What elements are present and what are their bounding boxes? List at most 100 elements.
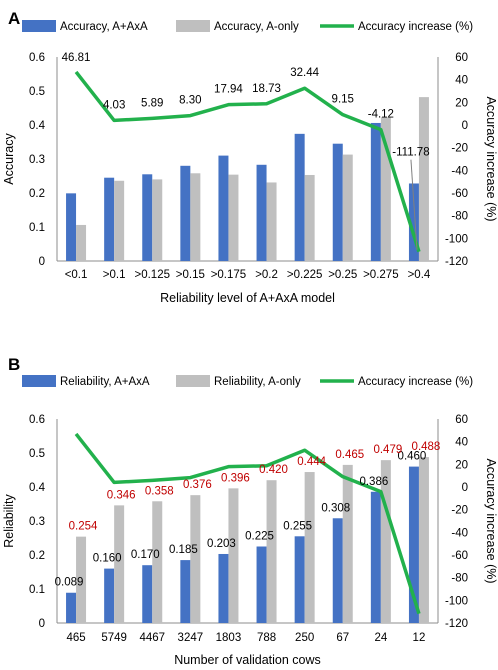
y2-tick-label: -100	[445, 595, 468, 607]
y-tick-label: 0.4	[29, 120, 46, 132]
bar-a-only	[304, 174, 315, 261]
y2-tick-label: -40	[451, 527, 468, 539]
bar-data-label-aaxa: 0.160	[93, 553, 122, 565]
y2-tick-label: 40	[455, 75, 468, 87]
bar-data-label-a-only: 0.479	[373, 444, 402, 456]
y-tick-label: 0.4	[29, 482, 46, 494]
y-tick-label: 0	[39, 618, 45, 630]
bar-data-label-a-only: 0.420	[259, 464, 288, 476]
line-accuracy-increase	[74, 432, 421, 615]
y2-tick-label: -20	[451, 505, 468, 517]
y2-tick-label: -120	[445, 256, 468, 268]
bar-data-label-aaxa: 0.203	[207, 538, 236, 550]
y-tick-label: 0.3	[29, 154, 45, 166]
x-tick-label: 24	[374, 632, 387, 644]
bar-a-only	[418, 457, 429, 623]
legend-label: Accuracy increase (%)	[358, 21, 473, 33]
bar-a-only	[380, 460, 391, 623]
line-accuracy-increase	[74, 70, 421, 253]
bar-data-label-a-only: 0.358	[145, 485, 174, 497]
bar-data-label-aaxa: 0.460	[398, 451, 427, 463]
x-tick-label: >0.15	[176, 269, 205, 281]
x-tick-label: 12	[413, 632, 426, 644]
bar-a-only	[380, 117, 391, 262]
x-tick-label: 1803	[216, 632, 242, 644]
bar-aaxa	[142, 174, 153, 261]
bar-a-only	[266, 182, 277, 261]
bar-data-label-a-only: 0.396	[221, 472, 250, 484]
bar-data-label-aaxa: 0.185	[169, 544, 198, 556]
bar-a-only	[342, 154, 353, 261]
y2-tick-label: -60	[451, 188, 468, 200]
y-tick-label: 0.5	[29, 86, 45, 98]
bar-data-label-a-only: 0.488	[412, 441, 441, 453]
x-tick-label: >0.4	[408, 269, 431, 281]
bar-a-only	[114, 505, 125, 623]
y-tick-label: 0	[39, 256, 45, 268]
x-tick-label: 5749	[101, 632, 127, 644]
y-tick-label: 0.6	[29, 52, 45, 64]
bar-a-only	[228, 488, 239, 623]
x-axis-title: Reliability level of A+AxA model	[160, 291, 335, 305]
label-leader-line	[410, 159, 418, 250]
line-data-label: 32.44	[290, 67, 319, 79]
y2-tick-label: 40	[455, 437, 468, 449]
line-data-label: 8.30	[179, 95, 201, 107]
bar-a-only	[342, 464, 353, 623]
bar-a-only	[228, 174, 239, 261]
legend-label: Accuracy, A-only	[214, 21, 299, 33]
legend-swatch	[176, 375, 210, 387]
y2-tick-label: -80	[451, 573, 468, 585]
bar-aaxa	[142, 565, 153, 623]
y2-tick-label: 60	[455, 52, 468, 64]
x-tick-label: 250	[295, 632, 314, 644]
x-tick-label: >0.275	[363, 269, 399, 281]
y2-tick-label: 20	[455, 97, 468, 109]
bar-aaxa	[408, 466, 419, 623]
bar-aaxa	[66, 193, 77, 261]
bar-a-only	[418, 97, 429, 262]
panel-b: B Reliability, A+AxA Reliability, A-only Ac…	[2, 355, 498, 667]
y2-tick-label: -20	[451, 143, 468, 155]
legend-swatch	[22, 375, 56, 387]
x-tick-label: >0.25	[328, 269, 357, 281]
bar-a-only	[266, 480, 277, 623]
bar-a-only	[152, 179, 163, 261]
y2-tick-label: 20	[455, 459, 468, 471]
y2-tick-label: 0	[462, 120, 468, 132]
bar-a-only	[114, 180, 125, 261]
panel-label: A	[8, 9, 20, 28]
x-tick-label: >0.125	[135, 269, 171, 281]
line-data-label: 46.81	[62, 52, 91, 64]
line-data-label: 4.03	[103, 99, 125, 111]
bar-data-label-aaxa: 0.089	[55, 577, 84, 589]
y2-tick-label: -120	[445, 618, 468, 630]
x-tick-label: 67	[336, 632, 349, 644]
bar-aaxa	[294, 133, 305, 261]
y-tick-label: 0.1	[29, 584, 45, 596]
bar-a-only	[76, 224, 87, 261]
bar-data-label-aaxa: 0.308	[321, 502, 350, 514]
bar-aaxa	[370, 122, 381, 262]
x-tick-label: 788	[257, 632, 276, 644]
y-axis-title: Reliability	[2, 494, 16, 548]
line-data-label: -111.78	[392, 147, 429, 159]
y-tick-label: 0.3	[29, 516, 45, 528]
bar-aaxa	[370, 491, 381, 623]
bar-data-label-aaxa: 0.225	[245, 531, 274, 543]
bar-data-label-a-only: 0.254	[69, 521, 98, 533]
bar-data-label-aaxa: 0.386	[359, 476, 388, 488]
x-tick-label: 4467	[139, 632, 165, 644]
legend-swatch	[176, 20, 210, 32]
bar-data-label-aaxa: 0.170	[131, 549, 160, 561]
x-tick-label: >0.225	[287, 269, 323, 281]
y2-tick-label: 0	[462, 482, 468, 494]
bar-a-only	[152, 501, 163, 623]
panel-label: B	[8, 355, 20, 374]
bar-aaxa	[332, 143, 343, 261]
y-tick-label: 0.6	[29, 414, 45, 426]
y-tick-label: 0.1	[29, 222, 45, 234]
line-data-label: 18.73	[252, 83, 281, 95]
bar-aaxa	[180, 560, 191, 623]
